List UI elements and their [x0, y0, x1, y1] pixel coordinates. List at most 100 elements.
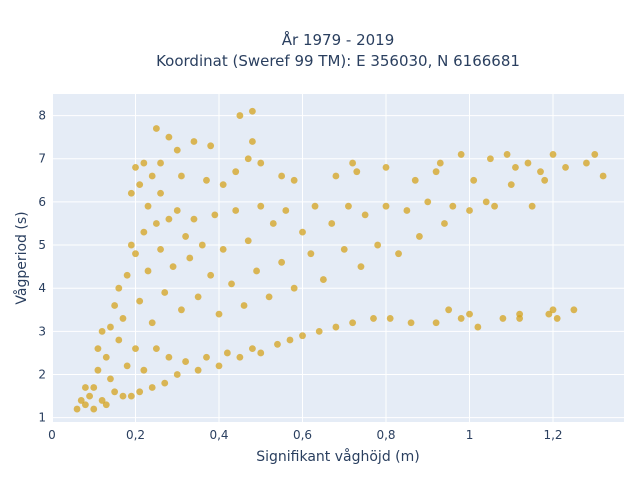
data-point — [115, 336, 123, 344]
x-tick-label: 1,2 — [543, 428, 562, 442]
data-point — [353, 168, 361, 176]
data-point — [165, 353, 173, 361]
y-tick-label: 5 — [38, 238, 46, 252]
data-point — [127, 189, 135, 197]
y-tick-label: 8 — [38, 109, 46, 123]
data-point — [157, 159, 164, 167]
y-axis-label: Vågperiod (s) — [13, 211, 30, 304]
data-point — [265, 293, 273, 301]
data-point — [278, 258, 286, 266]
data-point — [374, 241, 382, 249]
data-point — [249, 138, 256, 145]
x-tick-labels: 0 0,2 0,4 0,6 0,8 1 1,2 — [48, 428, 562, 442]
data-point — [524, 159, 532, 167]
y-tick-label: 1 — [38, 411, 46, 425]
data-point — [591, 151, 599, 158]
data-point — [140, 366, 148, 374]
data-point — [198, 241, 206, 249]
data-point — [541, 176, 549, 184]
data-point — [370, 315, 377, 322]
data-point — [482, 198, 490, 206]
data-point — [169, 263, 177, 271]
data-point — [240, 302, 248, 309]
y-tick-label: 6 — [38, 195, 46, 209]
data-point — [111, 388, 119, 396]
data-point — [178, 172, 185, 180]
data-point — [232, 168, 240, 176]
data-point — [345, 202, 352, 210]
data-point — [132, 345, 139, 353]
y-tick-label: 2 — [38, 368, 46, 382]
y-tick-label: 4 — [38, 281, 46, 295]
data-point — [249, 345, 256, 353]
plot-area — [52, 94, 624, 422]
data-point — [219, 181, 227, 189]
data-point — [253, 267, 260, 275]
data-point — [157, 189, 164, 197]
data-point — [232, 207, 240, 214]
data-point — [445, 306, 453, 314]
data-point — [127, 392, 135, 400]
data-point — [107, 375, 114, 383]
data-point — [82, 401, 89, 409]
data-point — [282, 207, 290, 214]
data-point — [512, 163, 519, 171]
data-point — [382, 202, 390, 210]
data-point — [382, 163, 390, 171]
chart-title-line-2: Koordinat (Sweref 99 TM): E 356030, N 61… — [156, 52, 520, 70]
data-point — [132, 163, 139, 171]
data-point — [545, 310, 553, 318]
y-tick-label: 7 — [38, 152, 46, 166]
data-point — [562, 163, 569, 171]
data-point — [436, 159, 444, 167]
data-point — [211, 211, 219, 219]
data-point — [123, 271, 131, 279]
data-point — [549, 151, 557, 158]
data-point — [215, 362, 223, 370]
data-point — [278, 172, 286, 180]
data-point — [507, 181, 515, 189]
grid — [51, 94, 624, 422]
data-point — [299, 332, 306, 340]
data-point — [457, 315, 465, 322]
data-point — [136, 388, 144, 396]
data-point — [215, 310, 223, 318]
data-point — [403, 207, 411, 214]
x-tick-label: 0,4 — [209, 428, 228, 442]
data-point — [244, 155, 252, 163]
data-point — [386, 315, 394, 322]
data-point — [599, 172, 607, 180]
data-point — [449, 202, 457, 210]
data-point — [236, 353, 244, 361]
data-point — [311, 202, 319, 210]
data-point — [470, 176, 478, 184]
data-point — [98, 327, 106, 335]
x-axis-label: Signifikant våghöjd (m) — [256, 448, 419, 465]
data-point — [299, 228, 306, 236]
data-point — [349, 319, 357, 327]
data-point — [249, 107, 256, 115]
data-point — [94, 345, 102, 353]
data-point — [332, 172, 340, 180]
data-point — [190, 215, 198, 223]
data-point — [82, 384, 89, 391]
x-tick-label: 0,6 — [293, 428, 312, 442]
data-point — [307, 250, 315, 258]
data-point — [486, 155, 494, 163]
data-point — [144, 202, 152, 210]
y-tick-label: 3 — [38, 324, 46, 338]
x-tick-label: 1 — [466, 428, 474, 442]
data-point — [269, 220, 277, 227]
data-point — [361, 211, 369, 219]
y-tick-labels: 1 2 3 4 5 6 7 8 — [38, 109, 46, 425]
data-point — [319, 276, 327, 283]
data-point — [98, 397, 106, 404]
data-point — [328, 220, 336, 227]
data-point — [466, 310, 473, 318]
data-point — [182, 233, 190, 240]
data-point — [395, 250, 402, 258]
data-point — [411, 176, 419, 184]
data-point — [173, 146, 181, 154]
data-point — [583, 159, 590, 167]
data-point — [223, 349, 231, 357]
